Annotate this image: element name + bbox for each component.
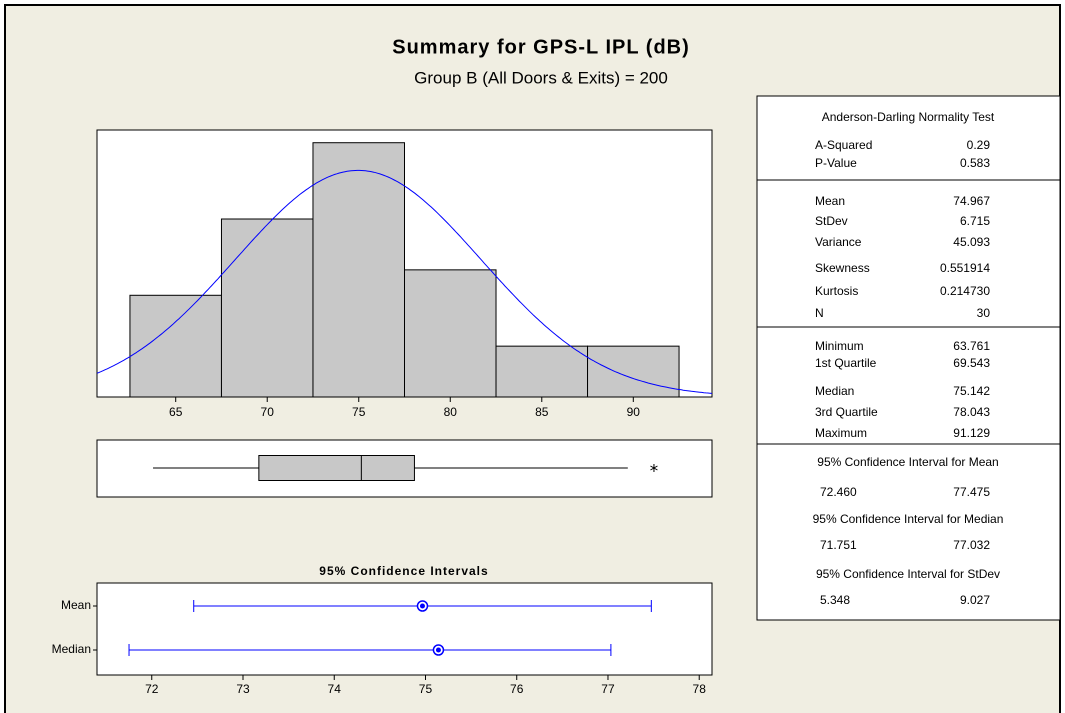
- stat-label: Minimum: [815, 339, 864, 353]
- stat-value: 0.214730: [940, 284, 990, 298]
- outlier: [650, 464, 658, 472]
- x-tick-label: 70: [261, 405, 275, 419]
- stat-value: 45.093: [953, 235, 990, 249]
- stat-label: Mean: [815, 194, 845, 208]
- stat-label: 3rd Quartile: [815, 405, 878, 419]
- bar: [220, 218, 314, 398]
- ci-heading: 95% Confidence Interval for Median: [813, 512, 1004, 526]
- x-tick-label: 78: [693, 682, 707, 696]
- y-tick-label: Median: [52, 642, 91, 656]
- stat-label: A-Squared: [815, 138, 872, 152]
- stat-value: 0.29: [967, 138, 991, 152]
- title: Summary for GPS-L IPL (dB): [392, 36, 690, 58]
- stat-label: Skewness: [815, 261, 870, 275]
- stat-label: P-Value: [815, 156, 857, 170]
- stat-value: 6.715: [960, 214, 990, 228]
- x-tick-label: 74: [328, 682, 342, 696]
- stat-value: 78.043: [953, 405, 990, 419]
- stat-label: Median: [815, 384, 854, 398]
- ci-high: 9.027: [960, 593, 990, 607]
- x-tick-label: 75: [352, 405, 366, 419]
- y-tick-label: Mean: [61, 598, 91, 612]
- stat-label: Maximum: [815, 426, 867, 440]
- bar: [312, 142, 406, 398]
- ci-heading: 95% Confidence Interval for StDev: [816, 567, 1000, 581]
- stat-label: N: [815, 306, 824, 320]
- stat-label: Variance: [815, 235, 862, 249]
- bar: [587, 345, 680, 398]
- ci-low: 71.751: [820, 538, 857, 552]
- x-tick-label: 73: [236, 682, 250, 696]
- stat-value: 30: [977, 306, 991, 320]
- stats-table: [756, 95, 1061, 621]
- stat-value: 75.142: [953, 384, 990, 398]
- estimate-dot: [419, 603, 425, 609]
- stat-value: 63.761: [953, 339, 990, 353]
- stat-value: 0.551914: [940, 261, 990, 275]
- ci-low: 72.460: [820, 485, 857, 499]
- table-heading: Anderson-Darling Normality Test: [822, 110, 995, 124]
- x-tick-label: 80: [444, 405, 458, 419]
- ci-title: 95% Confidence Intervals: [319, 564, 488, 578]
- x-tick-label: 75: [419, 682, 433, 696]
- x-tick-label: 76: [510, 682, 524, 696]
- stat-value: 69.543: [953, 356, 990, 370]
- x-tick-label: 90: [627, 405, 641, 419]
- bar: [495, 345, 589, 398]
- x-tick-label: 65: [169, 405, 183, 419]
- box: [258, 455, 415, 481]
- stat-label: StDev: [815, 214, 848, 228]
- ci-plot: [96, 582, 713, 676]
- subtitle: Group B (All Doors & Exits) = 200: [414, 68, 668, 87]
- ci-heading: 95% Confidence Interval for Mean: [817, 455, 998, 469]
- stat-value: 74.967: [953, 194, 990, 208]
- stat-label: Kurtosis: [815, 284, 858, 298]
- x-tick-label: 77: [601, 682, 615, 696]
- bar: [404, 269, 497, 398]
- stat-label: 1st Quartile: [815, 356, 877, 370]
- ci-high: 77.475: [953, 485, 990, 499]
- ci-high: 77.032: [953, 538, 990, 552]
- normal-curve: [96, 169, 713, 394]
- bar: [129, 294, 222, 398]
- stat-value: 91.129: [953, 426, 990, 440]
- stat-value: 0.583: [960, 156, 990, 170]
- estimate-dot: [435, 647, 441, 653]
- x-tick-label: 85: [535, 405, 549, 419]
- ci-low: 5.348: [820, 593, 850, 607]
- x-tick-label: 72: [145, 682, 159, 696]
